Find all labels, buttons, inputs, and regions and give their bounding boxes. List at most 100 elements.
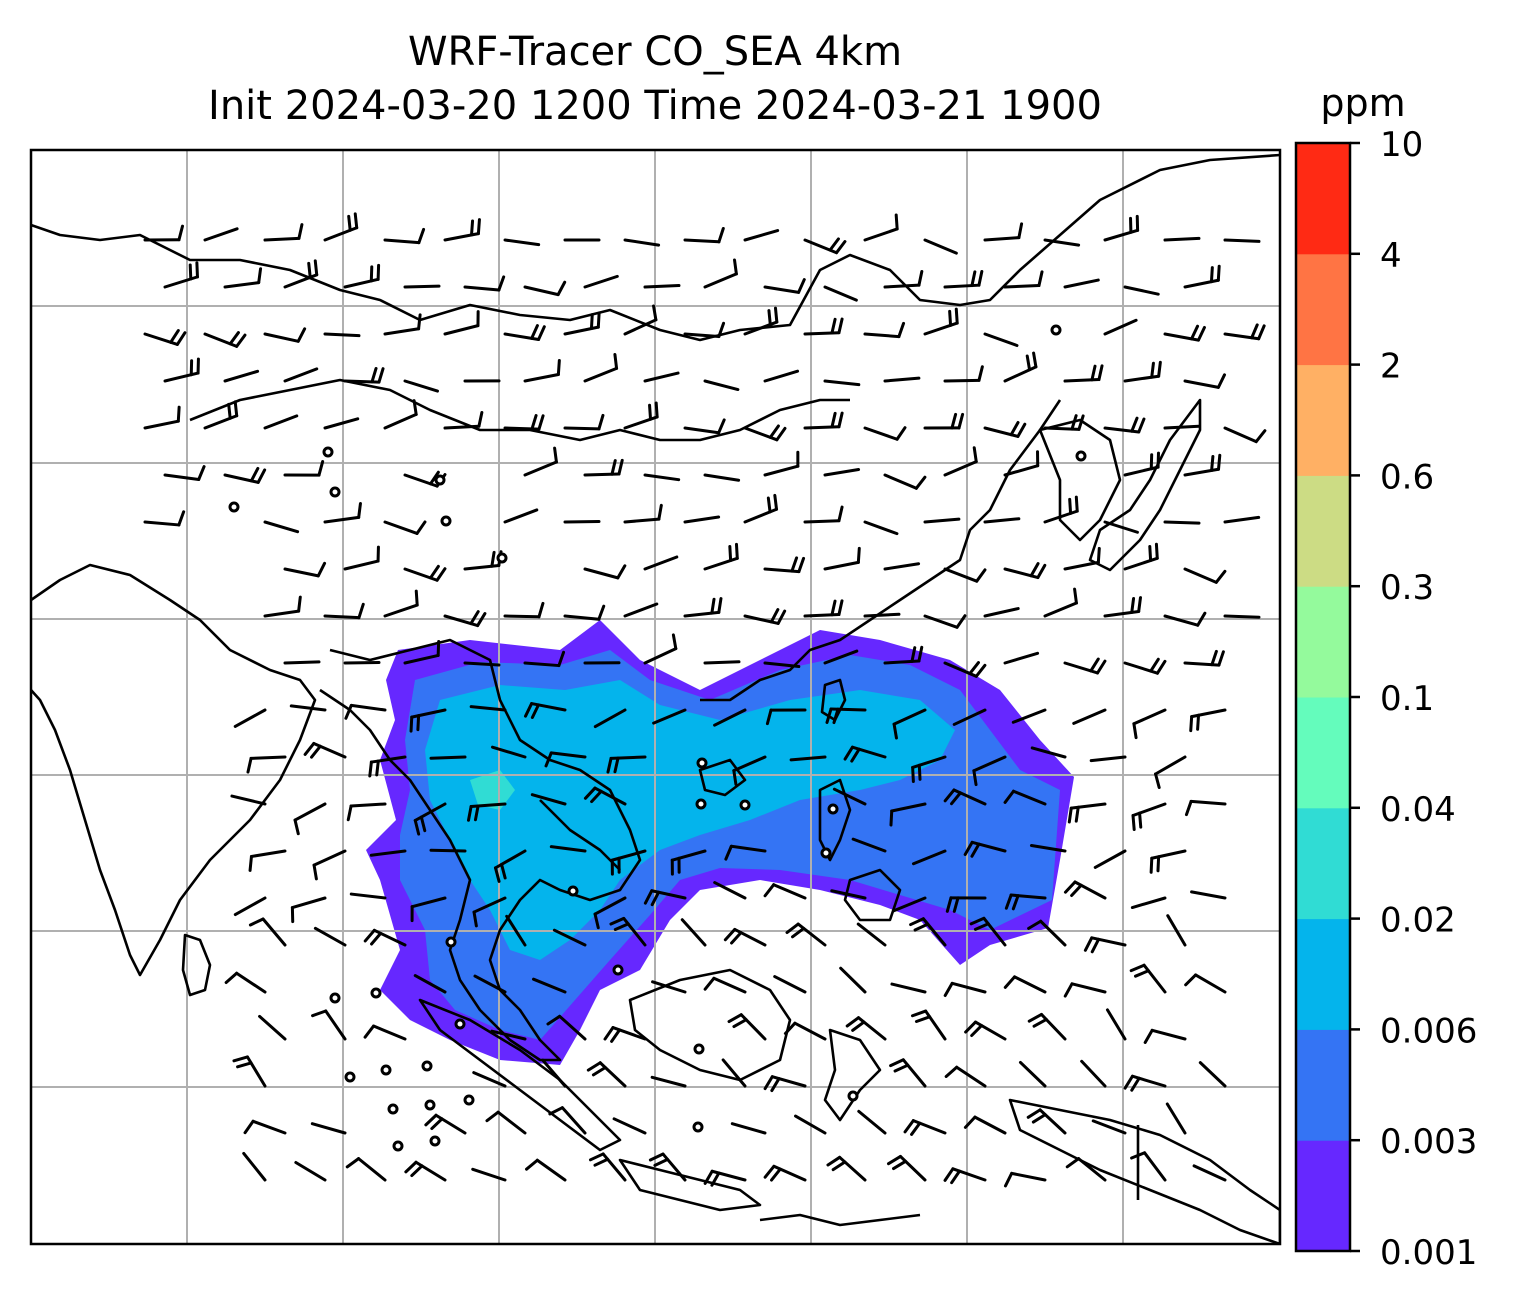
wind-barb-shaft — [205, 229, 237, 240]
calm-wind-circle — [346, 1073, 354, 1081]
wind-barb-shaft — [805, 521, 839, 522]
wind-barb-feather — [847, 1018, 858, 1026]
wind-barb-feather — [712, 599, 714, 613]
calm-wind-circle — [426, 1101, 434, 1109]
wind-barb-shaft — [774, 885, 805, 898]
wind-barb-feather — [905, 1121, 913, 1132]
wind-barb-shaft — [345, 279, 378, 287]
wind-barb-shaft — [945, 569, 977, 581]
wind-barb-shaft — [1165, 522, 1199, 523]
wind-barb-feather — [832, 319, 835, 333]
wind-barb-shaft — [585, 569, 618, 578]
wind-barb-feather — [793, 928, 804, 936]
wind-barb-shaft — [645, 475, 679, 480]
wind-barb-feather — [1158, 857, 1159, 871]
wind-barb-shaft — [705, 475, 739, 480]
wind-barb-feather — [1131, 965, 1144, 970]
colorbar-swatch-4 — [1296, 697, 1350, 808]
wind-barb-feather — [438, 641, 439, 655]
wind-barb-feather — [736, 544, 737, 558]
wind-barb-feather — [1072, 416, 1076, 429]
wind-barb-feather — [312, 746, 321, 757]
wind-barb-feather — [1133, 816, 1134, 830]
calm-wind-circle — [372, 989, 380, 997]
wind-barb-shaft — [385, 522, 417, 533]
wind-barb-shaft — [295, 804, 325, 820]
wind-barb-feather — [735, 260, 737, 274]
wind-barb-feather — [1132, 1078, 1139, 1090]
wind-barb-shaft — [505, 510, 537, 522]
wind-barb-feather — [952, 1171, 960, 1183]
wind-barb-feather — [853, 1022, 864, 1030]
wind-barb-feather — [1157, 661, 1165, 673]
wind-barb-shaft — [1005, 286, 1039, 287]
wind-barb-feather — [979, 367, 982, 381]
wind-barb-feather — [1151, 858, 1152, 872]
wind-barb-feather — [591, 315, 592, 329]
wind-barb-shaft — [865, 614, 899, 616]
colorbar-tick-label: 0.02 — [1380, 901, 1456, 941]
wind-barb-feather — [539, 327, 545, 340]
wind-barb-shaft — [1134, 710, 1165, 724]
wind-barb-shaft — [741, 1015, 765, 1039]
colorbar-tick-label: 0.003 — [1380, 1122, 1477, 1162]
wind-barb-shaft — [885, 285, 919, 287]
wind-barb-shaft — [537, 1160, 565, 1180]
wind-barb-feather — [598, 313, 599, 327]
wind-barb-shaft — [416, 1162, 445, 1180]
wind-barb-shaft — [325, 419, 358, 428]
wind-barb-feather — [792, 558, 797, 571]
wind-barb-feather — [539, 603, 543, 616]
wind-barb-shaft — [745, 231, 778, 240]
calm-wind-circle — [697, 800, 705, 808]
wind-barb-shaft — [235, 898, 265, 915]
wind-barb-shaft — [585, 368, 617, 381]
wind-barb-shaft — [975, 1117, 1005, 1133]
wind-barb-shaft — [1074, 710, 1105, 723]
wind-barb-shaft — [235, 710, 265, 726]
wind-barb-shaft — [465, 287, 499, 290]
wind-barb-feather — [1065, 882, 1075, 892]
wind-barb-shaft — [1005, 653, 1038, 663]
wind-barb-shaft — [685, 612, 719, 616]
wind-barb-feather — [365, 1026, 374, 1037]
wind-barb-shaft — [345, 662, 379, 663]
wind-barb-feather — [1198, 715, 1199, 729]
calm-wind-circle — [324, 448, 332, 456]
wind-barb-shaft — [1065, 380, 1099, 381]
wind-barb-shaft — [525, 287, 558, 295]
wind-barb-shaft — [296, 1163, 325, 1180]
wind-barb-shaft — [1167, 1104, 1185, 1133]
wind-barb-feather — [719, 420, 724, 433]
wind-barb-feather — [956, 309, 957, 323]
wind-barb-feather — [1151, 659, 1159, 671]
wind-barb-feather — [1033, 1115, 1045, 1122]
wind-barb-feather — [1091, 659, 1098, 671]
sulawesi — [825, 1030, 880, 1120]
wind-barb-feather — [299, 597, 301, 611]
wind-barb-feather — [950, 311, 951, 325]
wind-barb-feather — [1192, 326, 1198, 339]
wind-barb-feather — [1159, 362, 1161, 376]
wind-barb-shaft — [1005, 367, 1036, 381]
wind-barb-feather — [179, 512, 184, 525]
wind-barb-feather — [1259, 326, 1264, 339]
wind-barb-feather — [1211, 268, 1212, 282]
wind-barb-shaft — [865, 229, 897, 240]
wind-barb-shaft — [385, 329, 419, 334]
wind-barb-feather — [732, 933, 741, 943]
wind-barb-feather — [1156, 544, 1157, 558]
map-area — [31, 150, 1280, 1244]
wind-barb-shaft — [565, 327, 598, 334]
wind-barb-feather — [719, 599, 721, 613]
wind-barb-shaft — [1045, 428, 1079, 429]
wind-barb-feather — [770, 426, 778, 437]
wind-barb-shaft — [865, 522, 897, 534]
wind-barb-shaft — [723, 1060, 745, 1086]
wind-barb-shaft — [1045, 603, 1076, 616]
wind-barb-shaft — [385, 414, 416, 428]
wind-barb-shaft — [885, 661, 919, 663]
wind-barb-feather — [558, 361, 559, 375]
wind-barb-feather — [539, 416, 543, 429]
wind-barb-feather — [618, 566, 625, 578]
